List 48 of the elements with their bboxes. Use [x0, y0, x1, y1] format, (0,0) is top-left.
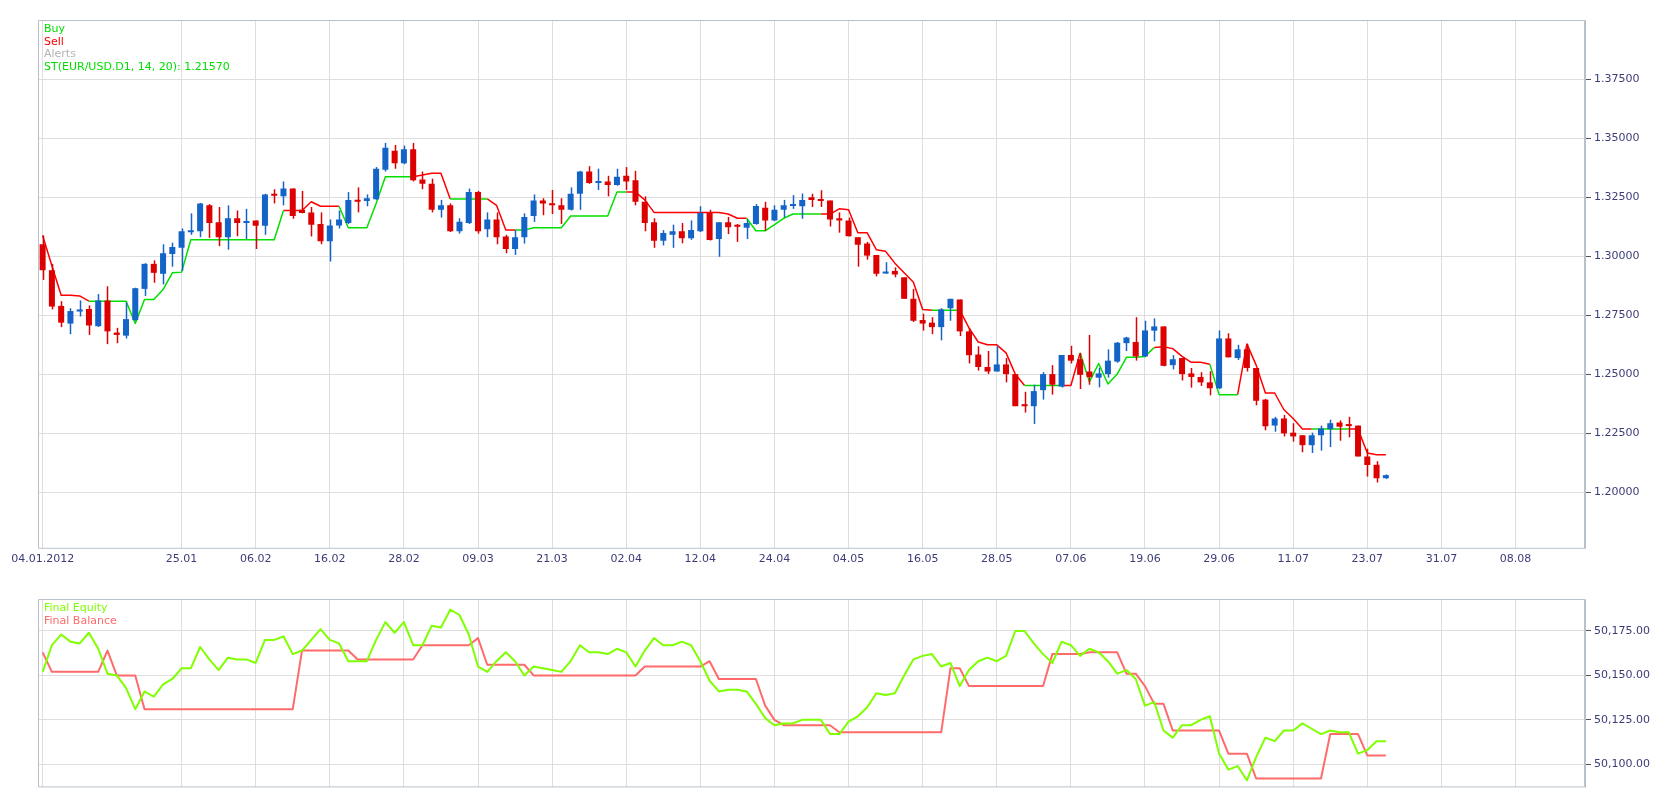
x-tick-label: 24.04	[758, 552, 791, 566]
x-tick-label: 07.06	[1055, 552, 1087, 566]
y-tick-label: 1.30000	[1594, 248, 1640, 262]
text: Final Equity	[44, 601, 109, 615]
x-tick-label: 23.07	[1351, 552, 1384, 566]
candlestick	[604, 175, 611, 198]
candlestick	[993, 345, 1000, 373]
candlestick	[252, 219, 259, 250]
text: Final Balance	[44, 613, 117, 627]
x-tick-label: 11.07	[1277, 552, 1309, 566]
x-tick-label: 21.03	[536, 552, 568, 566]
annotation: Alerts	[44, 47, 77, 61]
x-tick-label: 19.06	[1129, 552, 1161, 566]
x-tick-label: 16.02	[314, 552, 346, 566]
x-tick-label: 04.05	[832, 552, 865, 566]
text: Buy	[44, 22, 66, 36]
candlestick	[1151, 317, 1158, 343]
y-tick-label: 50,150.00	[1594, 668, 1650, 682]
x-tick-label: 25.01	[165, 552, 198, 566]
x-tick-label: 06.02	[239, 552, 272, 566]
annotation: ST(EUR/USD.D1, 14, 20): 1.21570	[44, 59, 230, 73]
y-tick-label: 1.35000	[1594, 130, 1640, 144]
text: Sell	[44, 34, 64, 48]
y-tick-label: 50,100.00	[1594, 757, 1650, 771]
x-tick-label: 28.05	[981, 552, 1013, 566]
y-tick-label: 1.25000	[1594, 366, 1640, 380]
candlestick	[669, 223, 676, 249]
x-tick-label: 09.03	[462, 552, 494, 566]
y-tick-label: 1.37500	[1594, 71, 1640, 85]
candlestick	[1188, 367, 1195, 389]
y-tick-label: 1.32500	[1594, 189, 1640, 203]
x-tick-label: 08.08	[1499, 552, 1532, 566]
candlestick	[984, 350, 991, 375]
y-tick-label: 1.27500	[1594, 307, 1640, 321]
y-tick-label: 1.22500	[1594, 425, 1640, 439]
y-tick-label: 1.20000	[1594, 485, 1640, 498]
candlestick	[558, 197, 565, 225]
x-tick-label: 12.04	[684, 552, 717, 566]
candlestick	[1095, 366, 1102, 389]
y-tick-label: 50,125.00	[1594, 712, 1650, 726]
x-tick-label: 31.07	[1425, 552, 1458, 566]
x-tick-label: 16.05	[906, 552, 939, 566]
y-tick-label: 50,175.00	[1594, 623, 1650, 637]
x-tick-label: 04.01.2012	[11, 552, 75, 566]
x-tick-label: 29.06	[1203, 552, 1235, 566]
x-tick-label: 28.02	[388, 552, 420, 566]
candlestick	[632, 170, 639, 207]
x-tick-label: 02.04	[610, 552, 642, 566]
